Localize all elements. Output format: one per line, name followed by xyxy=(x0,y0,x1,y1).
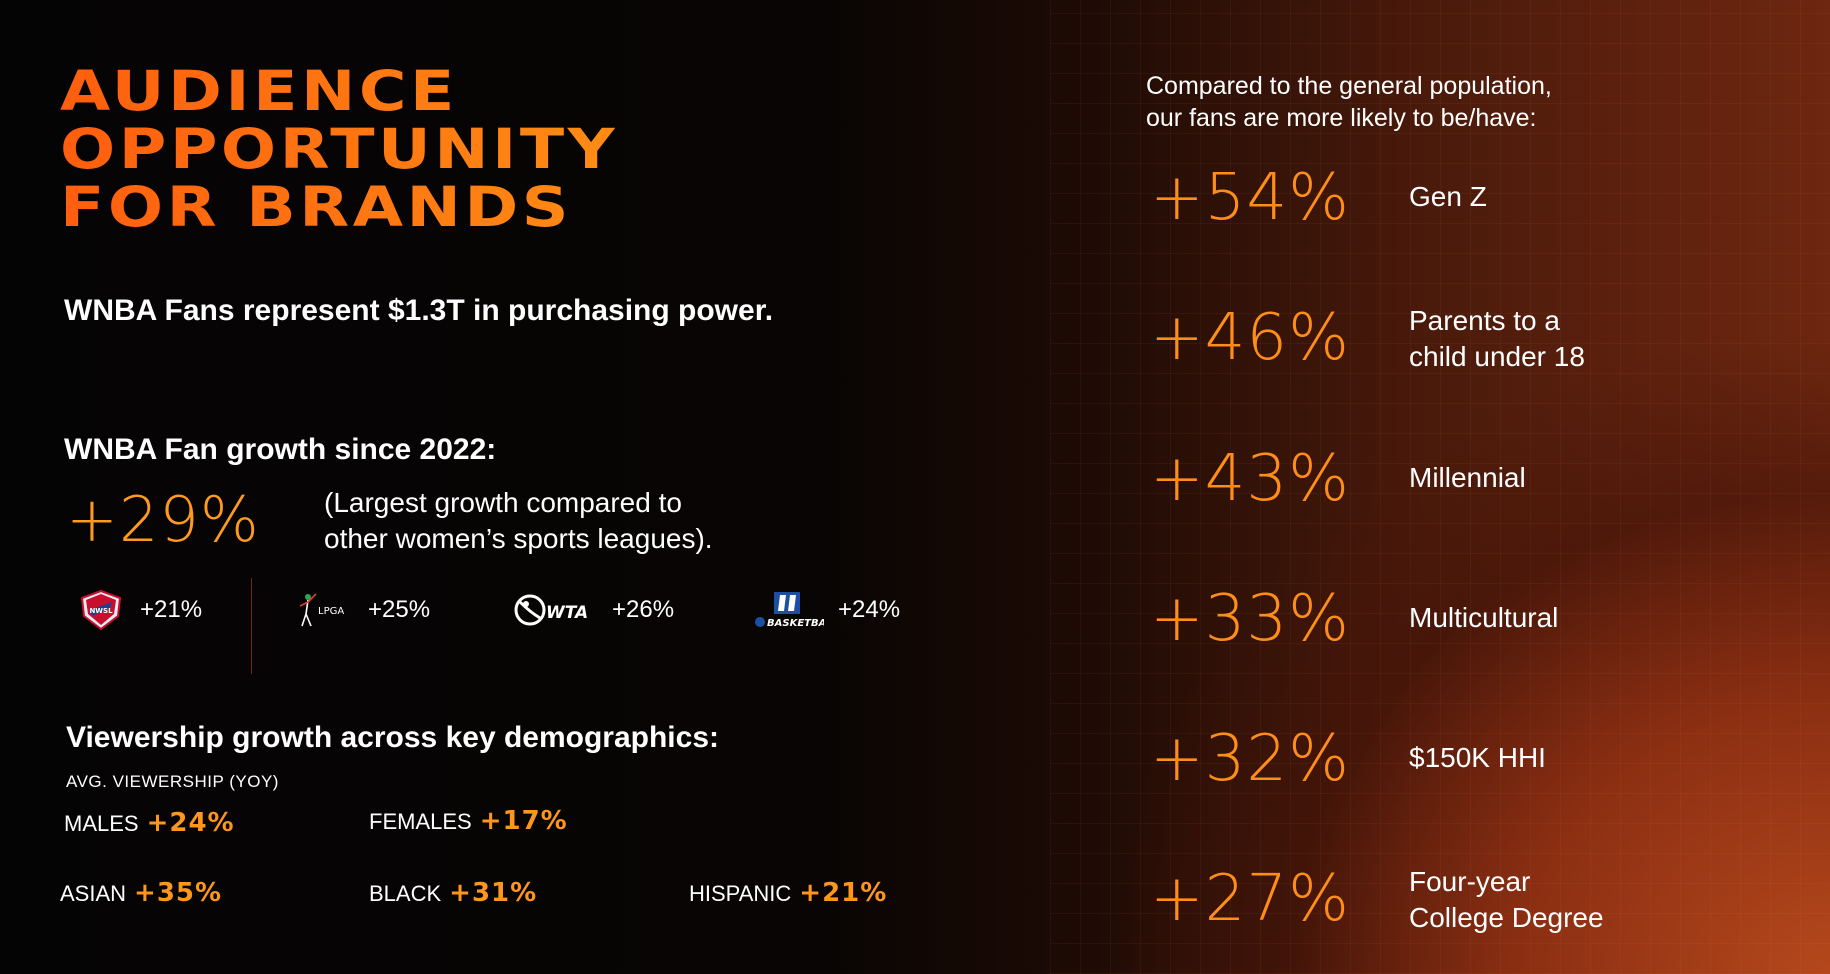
demo-asian-value: +35% xyxy=(134,878,223,908)
stat-multicultural-label-line-1: Multicultural xyxy=(1409,602,1559,633)
fan-growth-value: +29% xyxy=(66,483,260,556)
stat-multicultural-value: +33% xyxy=(1150,582,1350,656)
stat-parents-label-line-1: Parents to a xyxy=(1409,305,1560,336)
stat-college-label: Four-year College Degree xyxy=(1409,864,1809,936)
stat-college-label-line-2: College Degree xyxy=(1409,902,1604,933)
wta-logo-icon: WTA xyxy=(514,594,588,626)
demo-hispanic-label: HISPANIC xyxy=(689,881,792,906)
league-wta-value: +26% xyxy=(612,596,675,623)
comparison-intro-line-1: Compared to the general population, xyxy=(1146,72,1552,100)
demo-black-label: BLACK xyxy=(369,881,442,906)
nwsl-logo-icon: NWSL xyxy=(80,589,122,631)
viewership-heading: Viewership growth across key demographic… xyxy=(66,721,719,754)
stat-multicultural-label: Multicultural xyxy=(1409,600,1809,636)
fan-growth-note-line-1: (Largest growth compared to xyxy=(324,487,682,518)
league-divider xyxy=(251,578,252,674)
fan-growth-note-line-2: other women’s sports leagues). xyxy=(324,523,713,554)
svg-text:WTA: WTA xyxy=(546,603,588,623)
title-line-3: FOR BRANDS xyxy=(60,175,573,239)
comparison-intro: Compared to the general population, our … xyxy=(1146,70,1746,134)
stat-college-label-line-1: Four-year xyxy=(1409,866,1531,897)
stat-parents-label-line-2: child under 18 xyxy=(1409,341,1585,372)
league-lpga-value: +25% xyxy=(368,596,431,623)
comparison-intro-line-2: our fans are more likely to be/have: xyxy=(1146,104,1537,132)
demo-males-value: +24% xyxy=(146,808,235,838)
demo-hispanic: HISPANIC +21% xyxy=(689,878,887,908)
demo-females-label: FEMALES xyxy=(369,809,472,834)
lpga-logo-icon: LPGA xyxy=(299,593,344,627)
demo-asian: ASIAN +35% xyxy=(60,878,222,908)
fan-growth-heading: WNBA Fan growth since 2022: xyxy=(64,433,497,466)
demo-males-label: MALES xyxy=(64,811,139,836)
purchasing-power-statement: WNBA Fans represent $1.3T in purchasing … xyxy=(64,294,774,327)
stat-gen-z-label: Gen Z xyxy=(1409,179,1809,215)
stat-gen-z-value: +54% xyxy=(1150,161,1350,235)
svg-text:BASKETBALL: BASKETBALL xyxy=(767,618,824,629)
title-line-2: OPPORTUNITY xyxy=(60,117,619,181)
demo-females-value: +17% xyxy=(479,806,568,836)
stat-parents-label: Parents to a child under 18 xyxy=(1409,303,1809,375)
league-comparison-row: NWSL +21% LPGA +25% WTA +26% BASKETBALL xyxy=(76,578,936,674)
ncaa-basketball-logo-icon: BASKETBALL xyxy=(755,592,824,629)
stat-hhi-label-line-1: $150K HHI xyxy=(1409,742,1546,773)
stat-millennial-label: Millennial xyxy=(1409,460,1809,496)
league-ncaa-value: +24% xyxy=(838,596,901,623)
svg-text:NWSL: NWSL xyxy=(89,607,113,615)
fan-growth-note: (Largest growth compared to other women’… xyxy=(324,485,713,557)
page-title: AUDIENCE OPPORTUNITY FOR BRANDS xyxy=(60,62,957,236)
league-lpga: LPGA +25% xyxy=(296,580,430,640)
stat-millennial-label-line-1: Millennial xyxy=(1409,462,1526,493)
stat-millennial-value: +43% xyxy=(1150,442,1350,516)
demo-females: FEMALES +17% xyxy=(369,806,568,836)
demo-black-value: +31% xyxy=(449,878,538,908)
stat-parents-value: +46% xyxy=(1150,301,1350,375)
league-wta: WTA +26% xyxy=(512,580,674,640)
svg-text:LPGA: LPGA xyxy=(318,606,344,617)
demo-males: MALES +24% xyxy=(64,808,235,838)
stat-hhi-value: +32% xyxy=(1150,722,1350,796)
stat-college-value: +27% xyxy=(1150,862,1350,936)
demo-hispanic-value: +21% xyxy=(799,878,888,908)
league-ncaa-basketball: BASKETBALL +24% xyxy=(752,580,900,640)
viewership-caption: AVG. VIEWERSHIP (YOY) xyxy=(66,772,279,791)
league-nwsl-value: +21% xyxy=(140,596,203,623)
stat-gen-z-label-line-1: Gen Z xyxy=(1409,181,1487,212)
stat-hhi-label: $150K HHI xyxy=(1409,740,1809,776)
demo-asian-label: ASIAN xyxy=(60,881,127,906)
demo-black: BLACK +31% xyxy=(369,878,537,908)
title-line-1: AUDIENCE xyxy=(60,59,458,123)
league-nwsl: NWSL +21% xyxy=(76,580,202,640)
